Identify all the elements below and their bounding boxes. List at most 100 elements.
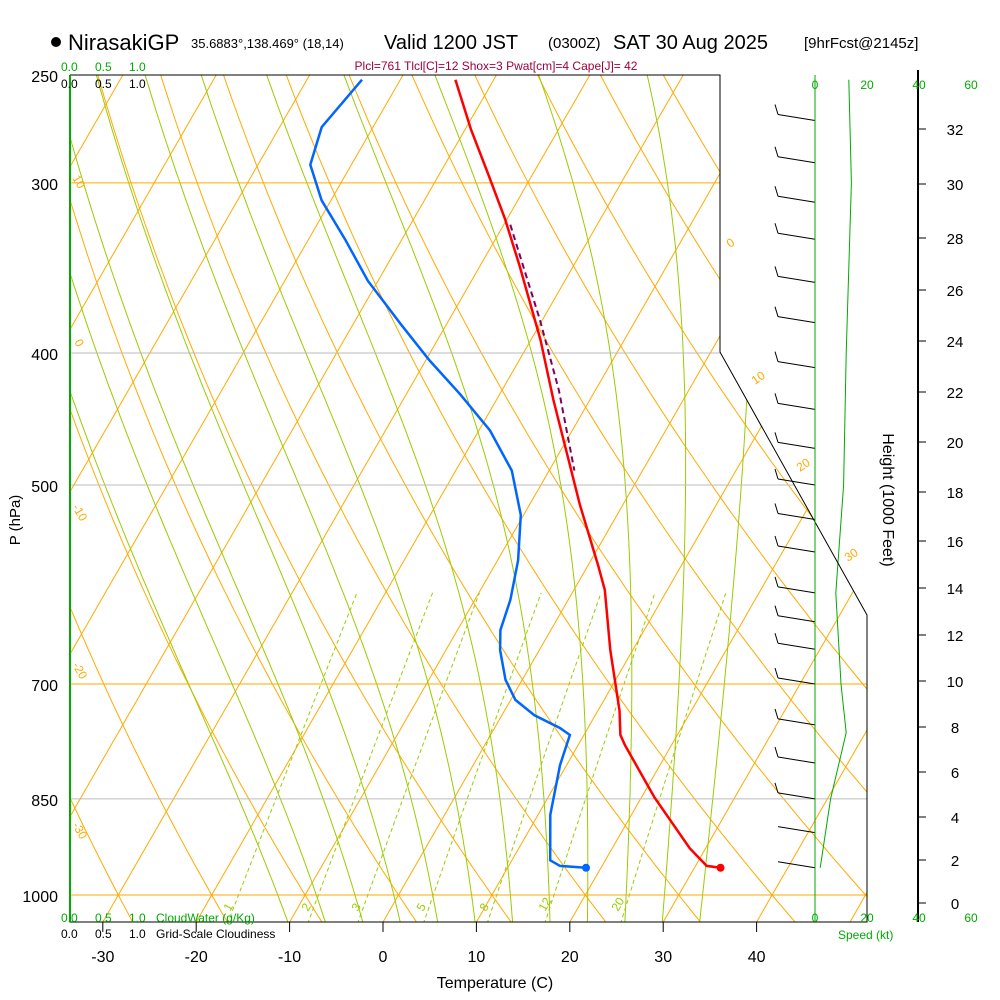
x-tick-label: 30 [654, 949, 672, 966]
moist-adiabat-line [640, 75, 687, 922]
isotherm-line [101, 75, 605, 922]
height-tick-label: 0 [951, 896, 959, 913]
dry-adiabat-line [525, 75, 867, 922]
mixing-ratio-line [422, 592, 542, 922]
isotherm-line [568, 75, 867, 922]
wind-barb-staff [777, 316, 816, 324]
dry-adiabat-line [463, 75, 867, 922]
cloudiness-tick-top: 0.5 [95, 77, 112, 91]
moist-adiabat-line [257, 75, 514, 922]
mixing-ratio-label: 20 [608, 895, 627, 914]
parcel-line [509, 224, 576, 471]
wind-barb-staff [777, 718, 816, 726]
isotherm-label: 20 [794, 455, 813, 474]
mixing-ratio-line [486, 592, 602, 922]
mixing-ratio-label: 8 [476, 900, 492, 913]
wind-barb-staff [777, 642, 816, 650]
temperature-surface-point [716, 863, 725, 872]
height-tick-label: 24 [947, 334, 964, 351]
isotherm-line [194, 75, 698, 922]
cloudiness-tick: 0.0 [61, 927, 78, 941]
speed-tick-label: 40 [912, 911, 926, 925]
wind-barb-staff [777, 615, 816, 623]
isotherm-line [70, 75, 511, 922]
valid-date: SAT 30 Aug 2025 [613, 32, 768, 54]
isotherm-line [755, 75, 867, 922]
height-tick-label: 16 [947, 534, 964, 551]
height-tick-label: 22 [947, 385, 964, 402]
dry-adiabat-line [401, 75, 867, 922]
wind-barb-staff [777, 402, 816, 410]
mixing-ratio-line [356, 592, 480, 922]
cloudiness-tick: 1.0 [129, 927, 146, 941]
dewpoint-line [308, 78, 587, 870]
wind-barb-flag [774, 104, 779, 115]
moist-adiabat-line [529, 75, 633, 922]
cloudiness-tick-top: 0.0 [61, 77, 78, 91]
wind-barbs [774, 79, 852, 869]
grid-lines [70, 75, 867, 922]
pressure-tick-label: 700 [31, 678, 58, 695]
dry-adiabat-line [90, 75, 513, 922]
moist-adiabat-line [193, 75, 476, 922]
pressure-tick-label: 1000 [22, 889, 58, 906]
dry-adiabat-line [338, 75, 867, 922]
height-tick-label: 26 [947, 283, 964, 300]
station-coords: 35.6883°,138.469° (18,14) [191, 36, 344, 51]
x-tick-label: -10 [278, 949, 301, 966]
pressure-tick-label: 250 [31, 69, 58, 86]
wind-barb-flag [774, 186, 779, 197]
wind-barb-staff [777, 156, 816, 164]
dry-adiabat-line [70, 75, 324, 922]
wind-barb-flag [774, 223, 779, 234]
mixing-ratio-label: 3 [348, 900, 364, 913]
wind-barb-staff [777, 441, 816, 449]
wind-barb-staff [777, 361, 816, 369]
wind-barb-staff [777, 114, 816, 122]
wind-barb-staff [777, 545, 816, 553]
temperature-line [454, 79, 721, 870]
x-tick-label: 0 [379, 949, 388, 966]
isotherm-line [661, 75, 867, 922]
wind-barb-flag [774, 708, 779, 719]
mixing-ratio-label: 12 [535, 895, 554, 914]
height-tick-label: 2 [951, 853, 959, 870]
wind-barb-staff [777, 826, 816, 834]
theta-label: 0 [71, 337, 87, 350]
height-tick-label: 30 [947, 177, 964, 194]
cloudwater-tick: 0.5 [95, 911, 112, 925]
moist-adiabat-line [699, 75, 753, 922]
wind-barb-staff [777, 195, 816, 203]
x-tick-label: 40 [748, 949, 766, 966]
wind-barb-flag [774, 146, 779, 157]
wind-barb-flag [774, 393, 779, 404]
moist-adiabat-line [70, 75, 327, 922]
isotherm-line [288, 75, 791, 922]
pressure-tick-label: 850 [31, 793, 58, 810]
wind-barb-staff [777, 792, 816, 800]
height-tick-label: 12 [947, 628, 964, 645]
mixing-ratio-label: 2 [298, 900, 314, 913]
theta-label: 10 [69, 173, 88, 192]
dewpoint-surface-point [582, 863, 591, 872]
wind-barb-staff [777, 677, 816, 685]
height-tick-label: 8 [951, 720, 959, 737]
dry-adiabat-line [587, 75, 867, 922]
mixing-ratio-line [226, 592, 358, 922]
dry-adiabat-line [70, 75, 419, 922]
theta-label: -10 [69, 502, 90, 524]
wind-barb-flag [774, 633, 779, 644]
moist-adiabat-line [137, 75, 439, 922]
isotherm-line [70, 75, 138, 922]
speed-tick-label: 20 [860, 911, 874, 925]
mixing-ratio-line [307, 592, 434, 922]
x-tick-label: 10 [468, 949, 486, 966]
cloudiness-tick-top: 1.0 [129, 77, 146, 91]
valid-time: Valid 1200 JST [384, 32, 518, 54]
cloudwater-tick: 1.0 [129, 911, 146, 925]
wind-barb-staff [777, 275, 816, 283]
cloudwater-tick: 0.0 [61, 911, 78, 925]
mixing-ratio-label: 5 [413, 900, 429, 913]
moist-adiabat-line [70, 75, 289, 922]
